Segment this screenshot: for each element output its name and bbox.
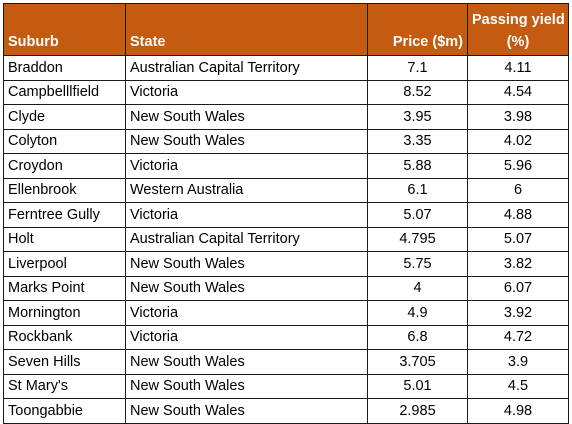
- cell-state: Australian Capital Territory: [125, 226, 368, 252]
- table-body: Braddon Australian Capital Territory 7.1 4.…: [3, 55, 569, 424]
- cell-price: 5.75: [367, 251, 468, 277]
- table-row: Holt Australian Capital Territory 4.795 5.0…: [3, 226, 569, 252]
- cell-state: New South Wales: [125, 104, 368, 130]
- cell-state: New South Wales: [125, 373, 368, 399]
- header-suburb: Suburb: [3, 3, 126, 56]
- cell-state: New South Wales: [125, 251, 368, 277]
- cell-suburb: Seven Hills: [3, 349, 126, 375]
- cell-passing-yield: 5.96: [467, 153, 569, 179]
- cell-passing-yield: 4.98: [467, 398, 569, 424]
- cell-state: Victoria: [125, 153, 368, 179]
- cell-state: New South Wales: [125, 275, 368, 301]
- header-yield-line2: (%): [506, 34, 530, 50]
- cell-state: Australian Capital Territory: [125, 55, 368, 81]
- header-row: Suburb State Price ($m) Passing yield (%…: [3, 3, 569, 56]
- table-row: Ellenbrook Western Australia 6.1 6: [3, 177, 569, 203]
- header-state: State: [125, 3, 368, 56]
- cell-state: New South Wales: [125, 128, 368, 154]
- header-price: Price ($m): [367, 3, 468, 56]
- table-row: Campbelllfield Victoria 8.52 4.54: [3, 79, 569, 105]
- cell-suburb: Croydon: [3, 153, 126, 179]
- cell-price: 3.95: [367, 104, 468, 130]
- cell-suburb: Clyde: [3, 104, 126, 130]
- table-row: St Mary's New South Wales 5.01 4.5: [3, 373, 569, 399]
- cell-passing-yield: 6.07: [467, 275, 569, 301]
- table-row: Clyde New South Wales 3.95 3.98: [3, 104, 569, 130]
- cell-suburb: Marks Point: [3, 275, 126, 301]
- table-row: Marks Point New South Wales 4 6.07: [3, 275, 569, 301]
- cell-passing-yield: 3.9: [467, 349, 569, 375]
- cell-passing-yield: 4.5: [467, 373, 569, 399]
- cell-price: 2.985: [367, 398, 468, 424]
- cell-state: Victoria: [125, 300, 368, 326]
- cell-price: 7.1: [367, 55, 468, 81]
- header-passing-yield: Passing yield (%): [467, 3, 569, 56]
- cell-passing-yield: 3.82: [467, 251, 569, 277]
- property-table: Suburb State Price ($m) Passing yield (%…: [3, 3, 569, 424]
- cell-suburb: St Mary's: [3, 373, 126, 399]
- cell-price: 5.07: [367, 202, 468, 228]
- table-row: Liverpool New South Wales 5.75 3.82: [3, 251, 569, 277]
- cell-suburb: Campbelllfield: [3, 79, 126, 105]
- cell-passing-yield: 6: [467, 177, 569, 203]
- table-row: Mornington Victoria 4.9 3.92: [3, 300, 569, 326]
- table-header: Suburb State Price ($m) Passing yield (%…: [3, 3, 569, 56]
- header-yield-line1: Passing yield: [472, 12, 565, 28]
- cell-state: New South Wales: [125, 349, 368, 375]
- cell-price: 5.01: [367, 373, 468, 399]
- cell-suburb: Rockbank: [3, 324, 126, 350]
- cell-suburb: Liverpool: [3, 251, 126, 277]
- table-row: Ferntree Gully Victoria 5.07 4.88: [3, 202, 569, 228]
- table-row: Croydon Victoria 5.88 5.96: [3, 153, 569, 179]
- table-row: Seven Hills New South Wales 3.705 3.9: [3, 349, 569, 375]
- cell-state: Victoria: [125, 202, 368, 228]
- cell-passing-yield: 3.92: [467, 300, 569, 326]
- cell-passing-yield: 4.88: [467, 202, 569, 228]
- cell-state: Victoria: [125, 324, 368, 350]
- cell-passing-yield: 4.02: [467, 128, 569, 154]
- cell-price: 4: [367, 275, 468, 301]
- table-row: Colyton New South Wales 3.35 4.02: [3, 128, 569, 154]
- table-row: Braddon Australian Capital Territory 7.1 4.…: [3, 55, 569, 81]
- cell-price: 3.705: [367, 349, 468, 375]
- cell-suburb: Toongabbie: [3, 398, 126, 424]
- cell-price: 4.9: [367, 300, 468, 326]
- cell-passing-yield: 5.07: [467, 226, 569, 252]
- cell-passing-yield: 3.98: [467, 104, 569, 130]
- cell-passing-yield: 4.72: [467, 324, 569, 350]
- cell-price: 6.1: [367, 177, 468, 203]
- table-row: Rockbank Victoria 6.8 4.72: [3, 324, 569, 350]
- cell-suburb: Holt: [3, 226, 126, 252]
- cell-price: 4.795: [367, 226, 468, 252]
- cell-passing-yield: 4.11: [467, 55, 569, 81]
- cell-state: Victoria: [125, 79, 368, 105]
- cell-price: 8.52: [367, 79, 468, 105]
- cell-price: 6.8: [367, 324, 468, 350]
- cell-suburb: Ferntree Gully: [3, 202, 126, 228]
- cell-suburb: Mornington: [3, 300, 126, 326]
- cell-price: 5.88: [367, 153, 468, 179]
- cell-suburb: Ellenbrook: [3, 177, 126, 203]
- cell-suburb: Colyton: [3, 128, 126, 154]
- cell-state: Western Australia: [125, 177, 368, 203]
- cell-price: 3.35: [367, 128, 468, 154]
- table-row: Toongabbie New South Wales 2.985 4.98: [3, 398, 569, 424]
- cell-passing-yield: 4.54: [467, 79, 569, 105]
- cell-state: New South Wales: [125, 398, 368, 424]
- cell-suburb: Braddon: [3, 55, 126, 81]
